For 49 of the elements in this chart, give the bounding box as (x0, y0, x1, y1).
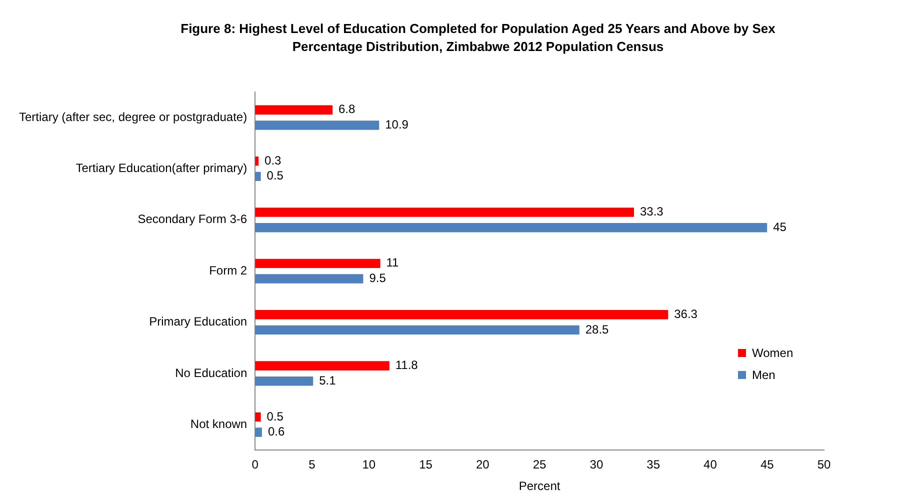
data-label: 45 (773, 220, 787, 234)
y-tick-label: Tertiary (after sec, degree or postgraduate) (18, 110, 248, 124)
bar (255, 325, 580, 335)
data-label: 36.3 (674, 306, 698, 321)
data-label: 0.5 (266, 409, 284, 424)
x-tick-label: 0 (252, 458, 259, 472)
bar (255, 412, 261, 422)
data-label: 0.5 (266, 168, 284, 183)
y-tick-label: No Education (175, 366, 248, 380)
bar (255, 428, 262, 437)
data-label: 0.6 (268, 424, 285, 439)
data-label: 11 (386, 256, 400, 270)
bar (255, 310, 668, 320)
x-tick-label: 5 (308, 458, 316, 472)
data-label: 11.8 (395, 358, 418, 372)
bar (255, 172, 261, 182)
x-tick-label: 40 (704, 458, 718, 472)
bar (255, 361, 390, 370)
x-axis-title: Percent (518, 479, 561, 494)
legend-label: Women (752, 346, 794, 360)
bar (255, 258, 380, 268)
data-label: 5.1 (319, 373, 336, 388)
y-tick-label: Not known (190, 416, 248, 431)
x-tick-label: 30 (590, 458, 604, 472)
y-tick-label: Primary Education (149, 314, 248, 329)
x-tick-label: 45 (760, 458, 774, 472)
chart-title: Figure 8: Highest Level of Education Completed for Population Aged 25 Years and Above by Sex Percentage Distribution, Zimbabwe 2012 Population Census (180, 20, 776, 56)
data-label: 0.3 (264, 153, 282, 168)
bar (255, 274, 364, 284)
data-label: 6.8 (338, 102, 356, 116)
x-tick-label: 35 (646, 458, 660, 472)
bar (255, 376, 314, 386)
data-label: 9.5 (369, 271, 386, 286)
data-label: 10.9 (385, 118, 409, 132)
x-tick-label: 20 (476, 458, 490, 472)
y-tick-label: Form 2 (209, 263, 248, 278)
data-label: 33.3 (640, 204, 664, 219)
x-tick-label: 10 (362, 458, 376, 472)
x-tick-label: 50 (817, 458, 831, 472)
y-tick-label: Secondary Form 3-6 (138, 212, 248, 226)
x-tick-label: 15 (419, 458, 433, 472)
x-tick-label: 25 (532, 458, 547, 472)
bar (255, 120, 380, 130)
bar (255, 208, 634, 217)
y-tick-label: Tertiary Education(after primary) (76, 161, 248, 176)
bar (255, 105, 332, 115)
legend-label: Men (752, 368, 776, 382)
data-label: 28.5 (585, 322, 610, 336)
bar (255, 223, 768, 232)
